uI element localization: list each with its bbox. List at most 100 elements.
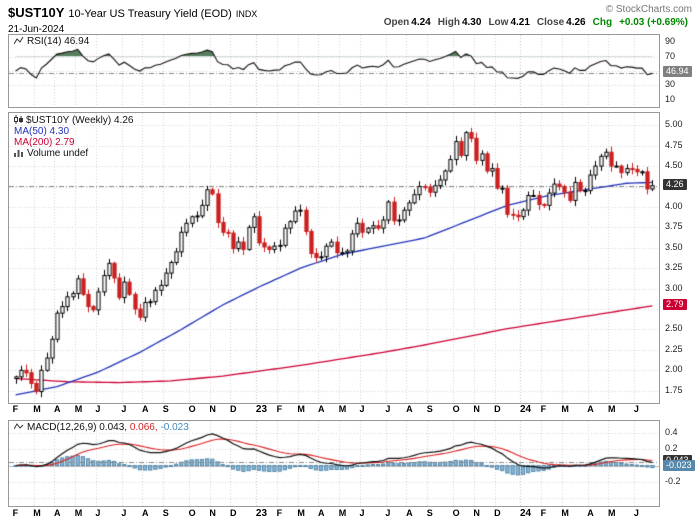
month-label: N: [209, 508, 216, 518]
open-label: Open: [383, 17, 410, 28]
macd-legend: MACD(12,26,9) 0.043, 0.066, -0.023: [13, 422, 189, 433]
month-label: M: [297, 404, 305, 414]
month-label: J: [95, 508, 101, 518]
month-label: A: [142, 508, 149, 518]
month-label: M: [607, 404, 616, 414]
month-label: M: [561, 508, 569, 518]
month-label: J: [121, 404, 127, 414]
axis-tick-label: 0.2: [665, 443, 678, 454]
month-label: M: [74, 508, 83, 518]
macd-axis: 0.043 -0.023 0.40.2-0.2: [663, 420, 699, 505]
high-label: High: [437, 17, 460, 28]
ma200-value-box: 2.79: [663, 298, 687, 310]
price-panel: $UST10Y (Weekly) 4.26 MA(50) 4.30 MA(200…: [8, 112, 660, 404]
axis-tick-label: 90: [665, 36, 676, 47]
axis-tick-label: 5.00: [665, 119, 683, 130]
month-label: F: [276, 508, 283, 518]
axis-tick-label: 0.4: [665, 427, 678, 438]
month-label: M: [74, 404, 83, 414]
axis-tick-label: 1.75: [665, 384, 683, 395]
axis-tick-label: 4.75: [665, 139, 683, 150]
macd-line-value: 0.043,: [99, 422, 128, 433]
month-label: J: [633, 508, 639, 518]
month-label: S: [426, 404, 433, 414]
price-legend-symbol: $UST10Y (Weekly) 4.26: [26, 115, 134, 126]
month-label: M: [33, 508, 41, 518]
month-label: F: [276, 404, 283, 414]
exchange-label: INDX: [235, 9, 258, 19]
macd-panel: MACD(12,26,9) 0.043, 0.066, -0.023: [8, 420, 660, 507]
month-label: J: [633, 404, 639, 414]
month-label: M: [338, 404, 347, 414]
month-label: F: [12, 508, 19, 518]
axis-tick-label: 3.25: [665, 262, 683, 273]
month-label: O: [452, 404, 460, 414]
month-label: S: [162, 404, 169, 414]
month-label: A: [587, 404, 594, 414]
month-label: M: [338, 508, 347, 518]
month-label: A: [54, 508, 61, 518]
axis-tick-label: 3.75: [665, 221, 683, 232]
month-label: A: [587, 508, 594, 518]
volume-bars-icon: [14, 150, 23, 157]
axis-tick-label: 4.00: [665, 200, 683, 211]
change-value: +0.03 (+0.69%): [619, 17, 688, 28]
rsi-indicator-icon: [13, 36, 24, 45]
axis-tick-label: 4.50: [665, 160, 683, 171]
macd-legend-name: MACD(12,26,9): [27, 422, 97, 433]
high-value: 4.30: [461, 17, 482, 28]
month-label: O: [188, 508, 196, 518]
month-label: J: [95, 404, 101, 414]
year-label: 24: [519, 508, 532, 519]
month-label: J: [121, 508, 127, 518]
month-label: D: [230, 508, 237, 518]
month-label: A: [406, 404, 413, 414]
close-value: 4.26: [566, 17, 586, 28]
month-label: F: [540, 508, 547, 518]
chart-header: $UST10Y 10-Year US Treasury Yield (EOD) IN…: [8, 4, 257, 35]
month-label: A: [406, 508, 413, 518]
month-label: A: [142, 404, 149, 414]
macd-x-axis-labels: F M A M J J A S O N D 23 F M A M J J A S O N D 24 F M A M J: [9, 508, 659, 520]
month-label: F: [540, 404, 547, 414]
month-label: A: [318, 404, 325, 414]
month-label: D: [494, 404, 501, 414]
last-price-box: 4.26: [663, 178, 687, 190]
axis-tick-label: 2.25: [665, 343, 683, 354]
candlestick-icon: [14, 115, 23, 124]
month-label: N: [473, 404, 480, 414]
price-plot[interactable]: [9, 113, 659, 403]
month-label: A: [318, 508, 325, 518]
ma200-legend: MA(200) 2.79: [14, 137, 75, 148]
macd-indicator-icon: [13, 423, 24, 430]
price-x-axis-labels: F M A M J J A S O N D 23 F M A M J J A S O N D 24 F M A M J: [9, 404, 659, 416]
macd-signal-value: 0.066,: [129, 422, 158, 433]
axis-tick-label: 70: [665, 50, 676, 61]
month-label: O: [452, 508, 460, 518]
year-label: 24: [519, 404, 532, 415]
month-label: O: [188, 404, 196, 414]
rsi-value-box: 46.94: [663, 66, 692, 78]
month-label: M: [33, 404, 41, 414]
rsi-plot[interactable]: [9, 35, 659, 107]
rsi-legend-text: RSI(14) 46.94: [27, 36, 90, 47]
month-label: M: [297, 508, 305, 518]
price-legend-symbol-row: $UST10Y (Weekly) 4.26: [14, 115, 133, 126]
month-label: J: [359, 404, 365, 414]
rsi-axis: 46.94 90 70 30 10: [663, 34, 699, 106]
month-label: M: [607, 508, 616, 518]
axis-tick-label: 3.00: [665, 282, 683, 293]
stockcharts-copyright-link[interactable]: © StockCharts.com: [605, 4, 692, 15]
axis-tick-label: 2.00: [665, 364, 683, 375]
month-label: J: [359, 508, 365, 518]
month-label: S: [162, 508, 169, 518]
price-legend: $UST10Y (Weekly) 4.26 MA(50) 4.30 MA(200…: [14, 115, 133, 159]
rsi-legend: RSI(14) 46.94: [13, 36, 90, 47]
rsi-panel: RSI(14) 46.94: [8, 34, 660, 108]
low-label: Low: [488, 17, 509, 28]
close-label: Close: [536, 17, 565, 28]
volume-legend-row: Volume undef: [14, 148, 133, 159]
macd-plot[interactable]: [9, 421, 659, 506]
axis-tick-label: 3.50: [665, 241, 683, 252]
